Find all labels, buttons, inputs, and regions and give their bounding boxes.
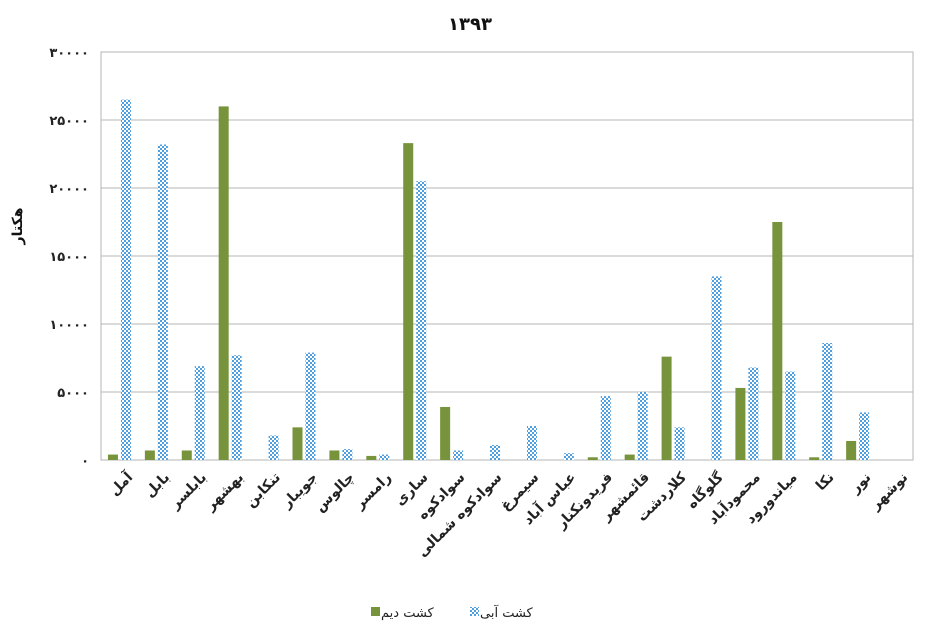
y-tick-label: ۱۵۰۰۰ <box>49 250 89 265</box>
bar-irrigated <box>711 276 722 460</box>
bar-irrigated <box>859 412 870 460</box>
x-tick-label: رامسر <box>351 470 394 513</box>
bar-irrigated <box>157 144 168 461</box>
bar-rainfed <box>440 406 451 460</box>
bar-rainfed <box>661 356 672 460</box>
x-tick-label: تنکابن <box>243 470 284 511</box>
chart-title: ۱۳۹۳ <box>448 14 492 35</box>
x-tick-label: نکا <box>813 470 838 495</box>
x-tick-label: بابلسر <box>167 470 210 513</box>
y-tick-label: ۲۵۰۰۰ <box>49 114 89 129</box>
x-tick-label: بهشهر <box>202 470 247 515</box>
y-tick-label: ۳۰۰۰۰ <box>49 46 89 61</box>
bar-irrigated <box>231 355 242 460</box>
legend-label: کشت دیم <box>381 606 435 621</box>
bar-irrigated <box>674 427 685 460</box>
y-axis-label: هکتار <box>10 208 26 246</box>
bar-irrigated <box>305 352 316 460</box>
bar-rainfed <box>218 106 229 461</box>
y-tick-label: ۱۰۰۰۰ <box>49 318 89 333</box>
bar-irrigated <box>563 453 574 460</box>
bar-irrigated <box>748 367 759 460</box>
legend-swatch <box>371 607 380 616</box>
x-tick-label: آمل <box>105 467 137 499</box>
bars <box>107 99 870 461</box>
bar-rainfed <box>181 450 192 460</box>
bar-irrigated <box>194 366 205 460</box>
bar-rainfed <box>772 222 783 460</box>
bar-irrigated <box>822 343 833 460</box>
x-axis-labels: آمل بابلبابلسربهشهرتنکابنجویبارچالوسرامسر… <box>105 467 911 560</box>
bar-rainfed <box>809 457 820 460</box>
y-axis-ticks: ۰ ۵۰۰۰ ۱۰۰۰۰ ۱۵۰۰۰ ۲۰۰۰۰ ۲۵۰۰۰ ۳۰۰۰۰ <box>49 46 89 469</box>
y-tick-label: ۰ <box>81 454 89 469</box>
bar-irrigated <box>342 449 353 460</box>
bar-irrigated <box>637 392 648 460</box>
bar-rainfed <box>846 440 857 460</box>
bar-rainfed <box>292 427 303 460</box>
bar-rainfed <box>366 455 377 460</box>
bar-irrigated <box>600 396 611 460</box>
y-tick-label: ۵۰۰۰ <box>57 386 89 401</box>
bar-irrigated <box>268 435 279 460</box>
x-tick-label: بابل <box>142 470 173 501</box>
x-tick-label: نوشهر <box>867 470 911 514</box>
bar-rainfed <box>735 387 746 460</box>
bar-rainfed <box>587 457 598 460</box>
y-tick-label: ۲۰۰۰۰ <box>49 182 89 197</box>
bar-irrigated <box>490 445 501 460</box>
bar-rainfed <box>144 450 155 460</box>
legend-swatch <box>470 607 479 616</box>
bar-irrigated <box>453 450 464 460</box>
bar-rainfed <box>624 454 635 460</box>
x-tick-label: نور <box>847 470 875 498</box>
legend: کشت دیم کشت آبی <box>371 604 534 621</box>
bar-irrigated <box>120 99 131 460</box>
bar-rainfed <box>107 454 118 460</box>
bar-irrigated <box>526 426 537 460</box>
bar-irrigated <box>416 181 427 460</box>
legend-label: کشت آبی <box>480 604 534 621</box>
bar-irrigated <box>785 371 796 460</box>
bar-irrigated <box>379 454 390 460</box>
x-tick-label: چالوس <box>312 470 358 516</box>
bar-rainfed <box>403 143 414 460</box>
bar-rainfed <box>329 450 340 460</box>
